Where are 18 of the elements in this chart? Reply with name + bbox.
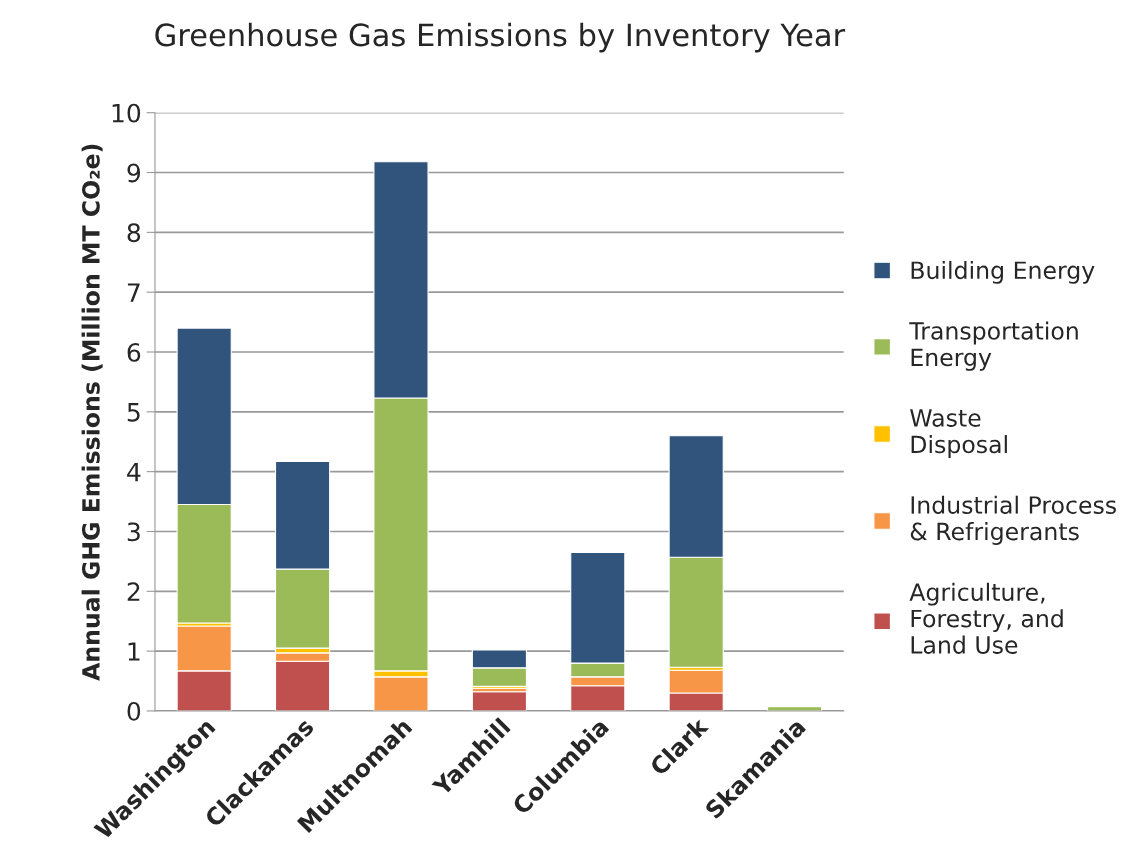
y-tick-label: 6 bbox=[127, 342, 141, 362]
y-axis-title: Annual GHG Emissions (Million MT CO₂e) bbox=[81, 144, 103, 681]
y-tick-label: 10 bbox=[112, 103, 141, 123]
y-tick-label: 2 bbox=[127, 582, 140, 601]
legend-label: Transportation Energy bbox=[909, 321, 1078, 371]
y-tick-label: 9 bbox=[127, 163, 141, 183]
legend-label: Industrial Process & Refrigerants bbox=[910, 495, 1116, 545]
y-tick-label: 5 bbox=[127, 403, 140, 422]
y-tick-label: 1 bbox=[128, 642, 140, 661]
chart-title: Greenhouse Gas Emissions by Inventory Year bbox=[155, 22, 846, 53]
y-tick-label: 7 bbox=[127, 283, 140, 302]
legend-label: Waste Disposal bbox=[910, 409, 1007, 458]
legend-label: Agriculture, Forestry, and Land Use bbox=[909, 582, 1063, 654]
y-tick-label: 8 bbox=[127, 223, 141, 243]
legend-label: Building Energy bbox=[911, 260, 1095, 284]
y-tick-label: 4 bbox=[127, 462, 141, 482]
y-tick-label: 0 bbox=[127, 701, 141, 721]
y-tick-label: 3 bbox=[127, 522, 140, 542]
